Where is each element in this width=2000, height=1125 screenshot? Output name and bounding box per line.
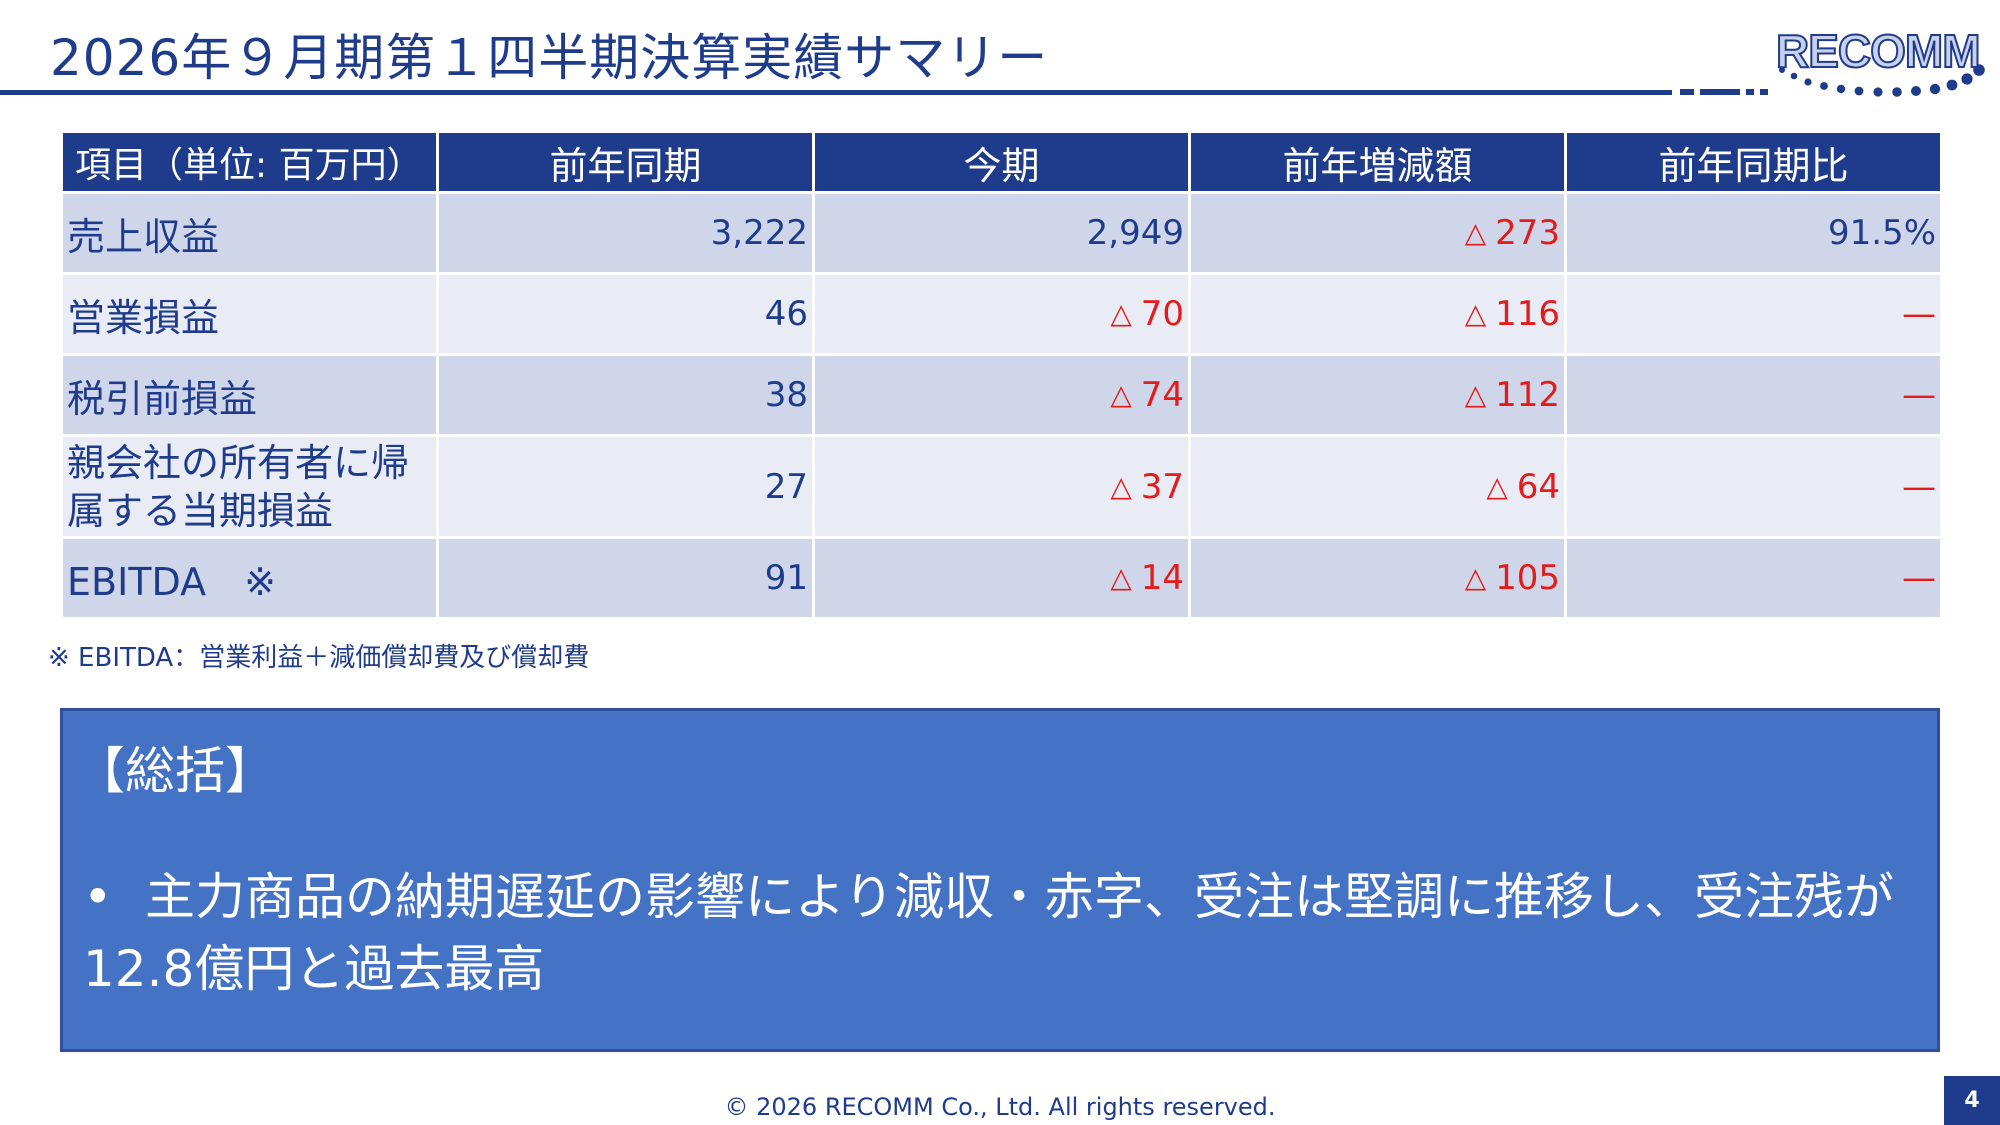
table-row-revenue: 売上収益 3,222 2,949 △ 273 91.5%: [60, 191, 1943, 275]
yoy-change-amount: 64: [1516, 466, 1560, 507]
yoy-ratio-value: 91.5%: [1564, 191, 1943, 275]
yoy-change-value: △ 64: [1188, 434, 1567, 539]
current-amount: 70: [1140, 294, 1184, 334]
current-value: 2,949: [812, 191, 1191, 275]
row-label: 売上収益: [60, 191, 439, 275]
rule-dash: [1746, 89, 1754, 95]
company-logo: RECOMM: [1768, 18, 1990, 103]
header-current-period: 今期: [812, 130, 1191, 194]
row-label: 税引前損益: [60, 353, 439, 437]
yoy-change-amount: 112: [1495, 375, 1560, 415]
decrease-mark: △: [1464, 378, 1487, 412]
yoy-change-amount: 105: [1495, 558, 1560, 598]
table-row-ebitda: EBITDA ※ 91 △ 14 △ 105 —: [60, 536, 1943, 620]
decrease-mark: △: [1110, 378, 1132, 412]
header-item: 項目（単位: 百万円）: [60, 130, 439, 194]
prev-value: 91: [436, 536, 815, 620]
yoy-ratio-value: —: [1564, 272, 1943, 356]
prev-value: 3,222: [436, 191, 815, 275]
table-header-row: 項目（単位: 百万円） 前年同期 今期 前年増減額 前年同期比: [60, 130, 1943, 194]
table-row-operating-income: 営業損益 46 △ 70 △ 116 —: [60, 272, 1943, 356]
rule-dash: [1700, 89, 1740, 95]
decrease-mark: △: [1464, 297, 1487, 331]
summary-box: 【総括】 • 主力商品の納期遅延の影響により減収・赤字、受注は堅調に推移し、受注残…: [60, 708, 1940, 1052]
yoy-ratio-value: —: [1564, 434, 1943, 539]
decrease-mark: △: [1110, 561, 1132, 595]
prev-value: 38: [436, 353, 815, 437]
decrease-mark: △: [1464, 216, 1487, 250]
header-yoy-ratio: 前年同期比: [1564, 130, 1943, 194]
page-number: 4: [1944, 1076, 2000, 1125]
current-value: △ 74: [812, 353, 1191, 437]
row-label: 営業損益: [60, 272, 439, 356]
current-value: △ 70: [812, 272, 1191, 356]
row-label: EBITDA ※: [60, 536, 439, 620]
ebitda-footnote: ※ EBITDA：営業利益＋減価償却費及び償却費: [48, 643, 590, 673]
current-amount: 37: [1140, 466, 1184, 507]
header-prev-period: 前年同期: [436, 130, 815, 194]
logo-dots-icon: [1779, 64, 1985, 97]
yoy-ratio-value: —: [1564, 353, 1943, 437]
current-value: △ 14: [812, 536, 1191, 620]
summary-text: 主力商品の納期遅延の影響により減収・赤字、受注は堅調に推移し、受注残が12.8億…: [83, 868, 1894, 998]
rule-dash: [1760, 89, 1768, 95]
prev-value: 46: [436, 272, 815, 356]
bullet-icon: •: [83, 868, 113, 926]
title-underline: [0, 90, 1672, 95]
current-amount: 74: [1140, 375, 1184, 415]
yoy-change-value: △ 105: [1188, 536, 1567, 620]
copyright: © 2026 RECOMM Co., Ltd. All rights reser…: [724, 1093, 1276, 1121]
yoy-change-amount: 116: [1495, 294, 1560, 334]
current-amount: 14: [1140, 558, 1184, 598]
summary-bullet-item: • 主力商品の納期遅延の影響により減収・赤字、受注は堅調に推移し、受注残が12.8…: [83, 861, 1923, 1005]
prev-value: 27: [436, 434, 815, 539]
header-yoy-change: 前年増減額: [1188, 130, 1567, 194]
yoy-ratio-value: —: [1564, 536, 1943, 620]
decrease-mark: △: [1486, 469, 1508, 503]
table-row-net-income: 親会社の所有者に帰属する当期損益 27 △ 37 △ 64 —: [60, 434, 1943, 539]
yoy-change-value: △ 116: [1188, 272, 1567, 356]
results-table: 項目（単位: 百万円） 前年同期 今期 前年増減額 前年同期比 売上収益 3,2…: [60, 130, 1943, 620]
decrease-mark: △: [1110, 469, 1132, 503]
slide-title: 2026年９月期第１四半期決算実績サマリー: [50, 29, 1049, 87]
current-value: △ 37: [812, 434, 1191, 539]
decrease-mark: △: [1464, 561, 1487, 595]
table-row-pretax-income: 税引前損益 38 △ 74 △ 112 —: [60, 353, 1943, 437]
yoy-change-amount: 273: [1495, 213, 1560, 253]
summary-heading: 【総括】: [75, 742, 275, 800]
rule-dash: [1680, 89, 1694, 95]
yoy-change-value: △ 112: [1188, 353, 1567, 437]
yoy-change-value: △ 273: [1188, 191, 1567, 275]
decrease-mark: △: [1110, 297, 1132, 331]
logo-text: RECOMM: [1775, 24, 1982, 78]
row-label: 親会社の所有者に帰属する当期損益: [60, 434, 439, 539]
